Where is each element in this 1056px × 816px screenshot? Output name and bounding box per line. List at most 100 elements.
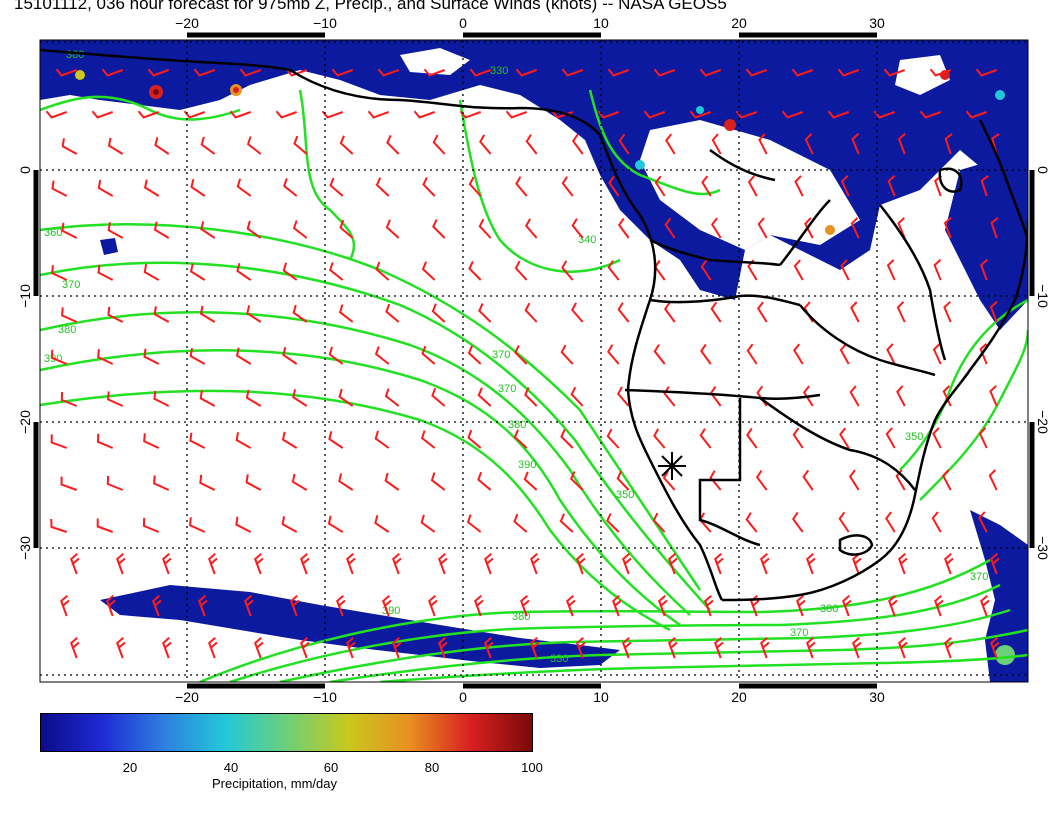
wind-barb [980, 595, 990, 617]
wind-barb [190, 178, 206, 197]
wind-barb [293, 135, 308, 155]
wind-barb [606, 513, 620, 533]
wind-barb [384, 472, 400, 491]
wind-barb [162, 637, 172, 659]
wind-barb [990, 553, 1000, 575]
wind-barb [107, 306, 124, 323]
wind-barb [244, 595, 254, 617]
wind-barb [420, 430, 436, 449]
bottom-lon-labels: −20 −10 0 10 20 30 [175, 689, 885, 705]
wind-barb [745, 68, 768, 77]
wind-barb [50, 434, 68, 449]
wind-barb [714, 553, 724, 575]
wind-barb [60, 476, 78, 491]
wind-barb [199, 390, 216, 407]
wind-barb [848, 469, 860, 491]
wind-barb [285, 68, 308, 77]
wind-barb [897, 217, 906, 239]
wind-barb [116, 637, 126, 659]
wind-barb [477, 387, 492, 407]
wind-barb [989, 385, 998, 407]
border-9 [779, 199, 831, 266]
wind-barb [153, 221, 170, 239]
wind-barb [794, 175, 804, 197]
wind-barb [236, 178, 252, 197]
wind-barb [432, 134, 446, 155]
wind-barb [888, 595, 898, 617]
wind-barb [700, 259, 712, 281]
wind-barb [338, 473, 354, 491]
wind-barb [515, 68, 538, 77]
wind-barb [886, 343, 896, 365]
wind-barb [653, 344, 666, 365]
wind-barb [374, 515, 390, 533]
coastlines [40, 48, 1028, 602]
wind-barb [60, 595, 70, 617]
lat-tick-label: −10 [17, 284, 33, 308]
contour-label: 370 [790, 627, 808, 639]
lon-tick-label: −20 [175, 689, 199, 705]
wind-barb [689, 110, 712, 119]
contour-label: 380 [820, 603, 838, 615]
wind-barb [898, 553, 908, 575]
precip-southeast-patch [970, 510, 1028, 682]
wind-barb [468, 176, 482, 197]
wind-barb [235, 347, 252, 365]
wind-barb [885, 427, 896, 449]
wind-barb [838, 511, 850, 533]
wind-barb [850, 301, 860, 323]
lon-tick-label: 0 [459, 15, 467, 31]
wind-barb [51, 180, 68, 197]
wind-barb [757, 217, 768, 239]
wind-barb [704, 595, 714, 617]
wind-barb [328, 431, 344, 449]
wind-barb [965, 110, 988, 119]
wind-barb [282, 262, 298, 281]
wind-barb [282, 347, 298, 365]
wind-barb [561, 260, 574, 281]
wind-barb [975, 68, 998, 77]
wind-barb [746, 427, 758, 449]
wind-barb [898, 637, 908, 659]
wind-barb [245, 389, 262, 407]
wind-barb [979, 343, 988, 365]
contour-label: 370 [62, 279, 80, 291]
wind-barb [153, 306, 170, 323]
wind-barb [525, 134, 538, 155]
wind-barb [375, 177, 390, 197]
wind-barb [70, 553, 80, 575]
wind-barb [750, 595, 760, 617]
wind-barb [153, 475, 170, 491]
wind-barb [143, 264, 160, 281]
contour-label: 370 [970, 571, 988, 583]
wind-barb [300, 637, 310, 659]
lake-victoria [938, 167, 963, 193]
wind-barb [561, 176, 574, 197]
precip-maxima [75, 70, 1015, 665]
border-7 [879, 204, 947, 361]
wind-barb [793, 259, 804, 281]
wind-barb [431, 387, 446, 407]
wind-barb [246, 220, 262, 239]
wind-barb [97, 179, 114, 197]
wind-barb [107, 222, 124, 239]
precip-west-spot [100, 238, 118, 255]
wind-barb [932, 343, 942, 365]
wind-barb [665, 133, 676, 155]
wind-barb [339, 135, 354, 155]
wind-barb [375, 261, 390, 281]
wind-barb [468, 260, 482, 281]
wind-barb [943, 301, 952, 323]
wind-barb [806, 553, 816, 575]
wind-barb [50, 349, 68, 365]
wind-barb [652, 512, 666, 533]
wind-barb [281, 516, 298, 533]
wind-barb [827, 110, 850, 119]
wind-barb [699, 428, 712, 449]
wind-barb [438, 637, 448, 659]
africa-west-coast [289, 68, 724, 601]
wind-barb [382, 595, 392, 617]
wind-barb [377, 68, 400, 77]
wind-barb [896, 301, 906, 323]
